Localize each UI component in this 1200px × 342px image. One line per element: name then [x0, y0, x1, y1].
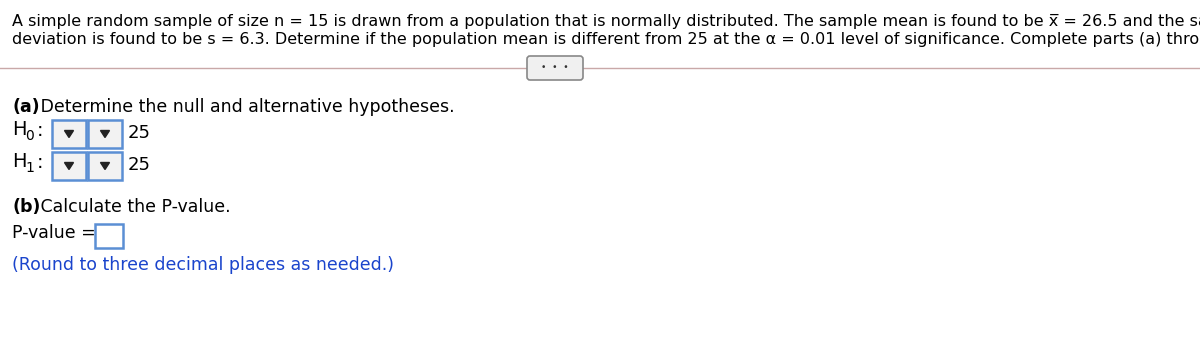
FancyBboxPatch shape [88, 120, 122, 148]
Text: Determine the null and alternative hypotheses.: Determine the null and alternative hypot… [35, 98, 455, 116]
Text: (Round to three decimal places as needed.): (Round to three decimal places as needed… [12, 256, 394, 274]
FancyBboxPatch shape [88, 152, 122, 180]
FancyBboxPatch shape [527, 56, 583, 80]
Text: P-value =: P-value = [12, 224, 101, 242]
Text: :: : [37, 121, 43, 140]
Polygon shape [65, 162, 73, 170]
Text: :: : [37, 153, 43, 172]
Text: Calculate the P-value.: Calculate the P-value. [35, 198, 230, 216]
Text: 0: 0 [25, 129, 34, 143]
Polygon shape [101, 131, 109, 137]
Text: H: H [12, 120, 26, 139]
FancyBboxPatch shape [52, 120, 86, 148]
Text: H: H [12, 152, 26, 171]
FancyBboxPatch shape [52, 152, 86, 180]
Polygon shape [101, 162, 109, 170]
Text: •  •  •: • • • [541, 64, 569, 73]
Text: 1: 1 [25, 161, 34, 175]
Text: 25: 25 [128, 124, 151, 142]
Text: (b): (b) [12, 198, 41, 216]
Polygon shape [65, 131, 73, 137]
Text: (a): (a) [12, 98, 40, 116]
FancyBboxPatch shape [95, 224, 124, 248]
Text: A simple random sample of size n = 15 is drawn from a population that is normall: A simple random sample of size n = 15 is… [12, 14, 1200, 29]
Text: 25: 25 [128, 156, 151, 174]
Text: deviation is found to be s = 6.3. Determine if the population mean is different : deviation is found to be s = 6.3. Determ… [12, 32, 1200, 47]
